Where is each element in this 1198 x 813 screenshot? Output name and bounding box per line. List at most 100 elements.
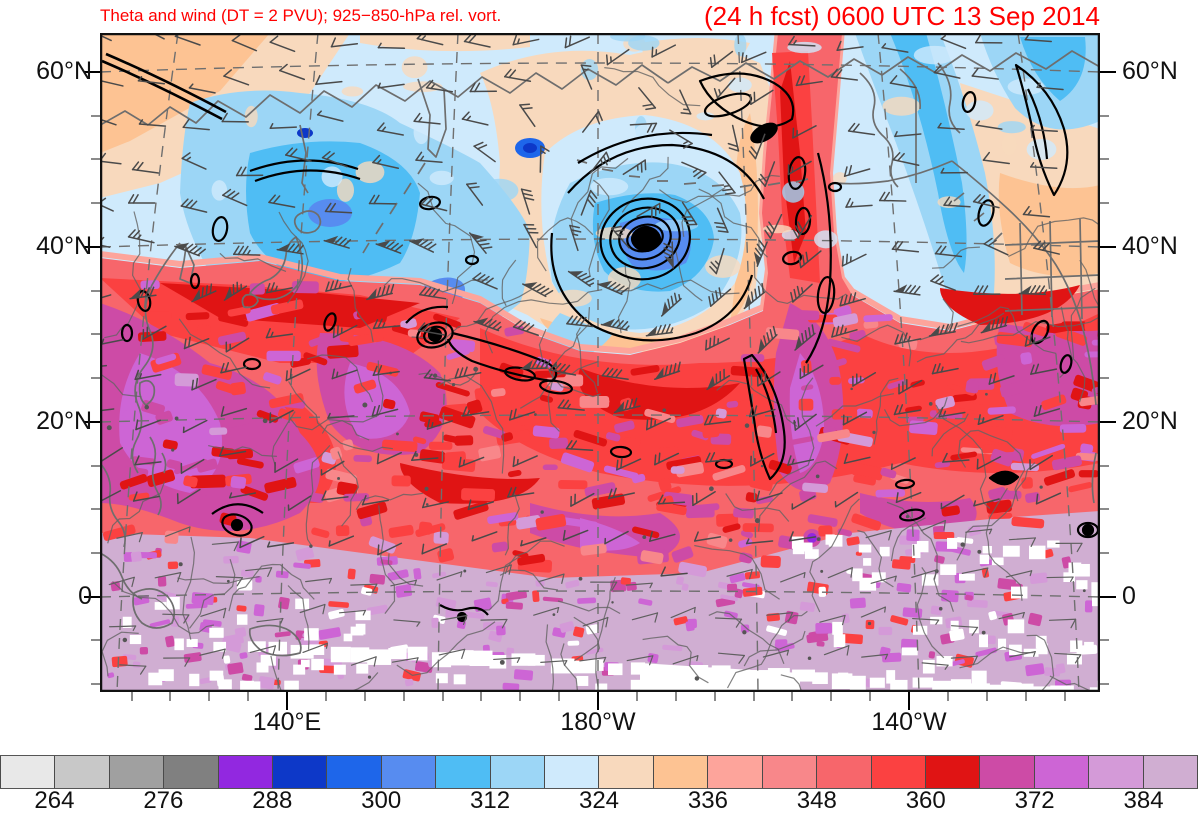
wind-barb [608, 487, 635, 500]
wind-barb [920, 520, 946, 532]
theta-speckle [949, 628, 965, 642]
wind-barb [631, 612, 659, 623]
wind-barb [142, 325, 167, 340]
gray-vorticity-contour [378, 505, 396, 614]
theta-speckle [164, 530, 179, 544]
lon-tick-bottom [402, 692, 405, 701]
offscale-white-cell [950, 679, 972, 692]
wind-barb [519, 103, 536, 128]
wind-barb [764, 213, 783, 239]
offscale-white-cell [236, 614, 248, 625]
wind-barb [287, 495, 312, 511]
wind-barb [792, 215, 813, 239]
theta-speckle [461, 488, 496, 502]
gray-vorticity-dot [425, 503, 429, 506]
wind-barb [279, 63, 306, 81]
wind-barb [325, 279, 353, 292]
theta-speckle [139, 647, 149, 655]
theta-speckle [253, 604, 265, 617]
gray-vorticity-dot [938, 606, 943, 611]
offscale-white-cell [304, 628, 319, 641]
colorbar-tick-label: 312 [470, 787, 511, 813]
theta-speckle [981, 443, 1015, 454]
theta-speckle [738, 538, 753, 548]
offscale-white-cell [649, 665, 668, 678]
gray-vorticity-dot [744, 423, 750, 428]
wind-barb [692, 491, 716, 507]
gray-vorticity-contour [278, 211, 309, 304]
wind-barb [976, 455, 1002, 470]
wind-barb [988, 372, 1015, 385]
map-frame [100, 33, 1100, 692]
gray-vorticity-contour [557, 600, 621, 615]
offscale-white-cell [969, 619, 979, 634]
offscale-white-cell [1066, 653, 1082, 665]
wind-barb [790, 283, 813, 303]
offscale-white-cell [256, 662, 269, 673]
offscale-white-cell [1091, 593, 1100, 607]
gray-vorticity-dot [262, 418, 268, 424]
theta-speckle [988, 512, 1013, 520]
wind-barb [371, 404, 399, 417]
wind-barb [982, 151, 1010, 165]
wind-barb [316, 110, 344, 122]
wind-barb [613, 397, 641, 414]
offscale-white-cell [213, 641, 227, 652]
wind-barb [154, 572, 182, 583]
wind-barb [223, 281, 248, 301]
wind-barb [127, 229, 155, 244]
lat-label-left: 40°N [36, 231, 92, 260]
gray-vorticity-contour [100, 373, 142, 398]
wind-barb [714, 207, 729, 233]
wind-barb [713, 77, 736, 99]
offscale-white-cell [1002, 545, 1020, 557]
wind-barb [480, 618, 508, 629]
wind-barb [332, 324, 358, 339]
wind-barb [539, 145, 550, 173]
theta-speckle [174, 373, 199, 387]
gray-vorticity-dot [578, 576, 583, 581]
wind-barb [417, 322, 445, 336]
offscale-white-cell [469, 650, 493, 666]
wind-barb [523, 223, 539, 249]
lon-tick-bottom [169, 692, 172, 701]
wind-barb [836, 40, 864, 51]
wind-barb [569, 224, 582, 252]
theta-speckle [107, 672, 115, 679]
theta-speckle [875, 488, 906, 498]
wind-barb [1029, 454, 1054, 471]
wind-barb [462, 406, 490, 417]
wind-barb [200, 607, 227, 619]
theta-speckle [837, 528, 853, 537]
lat-label-left: 0 [78, 581, 92, 610]
theta-speckle [802, 482, 829, 494]
wind-barb [717, 652, 746, 664]
gray-vorticity-dot [872, 430, 876, 435]
gray-vorticity-contour [287, 585, 310, 650]
wind-barb [1030, 161, 1058, 169]
gray-vorticity-contour [560, 643, 579, 692]
wind-barb [798, 250, 822, 269]
theta-speckle [722, 523, 741, 533]
gray-vorticity-contour [935, 404, 991, 509]
wind-barb [422, 497, 449, 509]
gray-vorticity-dot [642, 535, 647, 540]
offscale-white-cell [912, 625, 928, 635]
theta-speckle [413, 568, 422, 580]
theta-speckle [166, 459, 182, 470]
gray-vorticity-dot [709, 486, 714, 492]
wind-barb [693, 531, 722, 542]
theta-speckle [119, 473, 148, 490]
wind-barb [1046, 576, 1074, 583]
wind-barb [756, 490, 783, 502]
lat-label-right: 20°N [1122, 406, 1178, 435]
offscale-white-cell [988, 684, 1011, 692]
lon-tick-bottom [286, 692, 288, 710]
theta-speckle [1020, 352, 1033, 365]
theta-speckle [662, 644, 683, 652]
theta-speckle [965, 594, 973, 601]
wind-barb [151, 33, 165, 40]
wind-barb [757, 325, 778, 354]
wind-barb [211, 541, 239, 552]
